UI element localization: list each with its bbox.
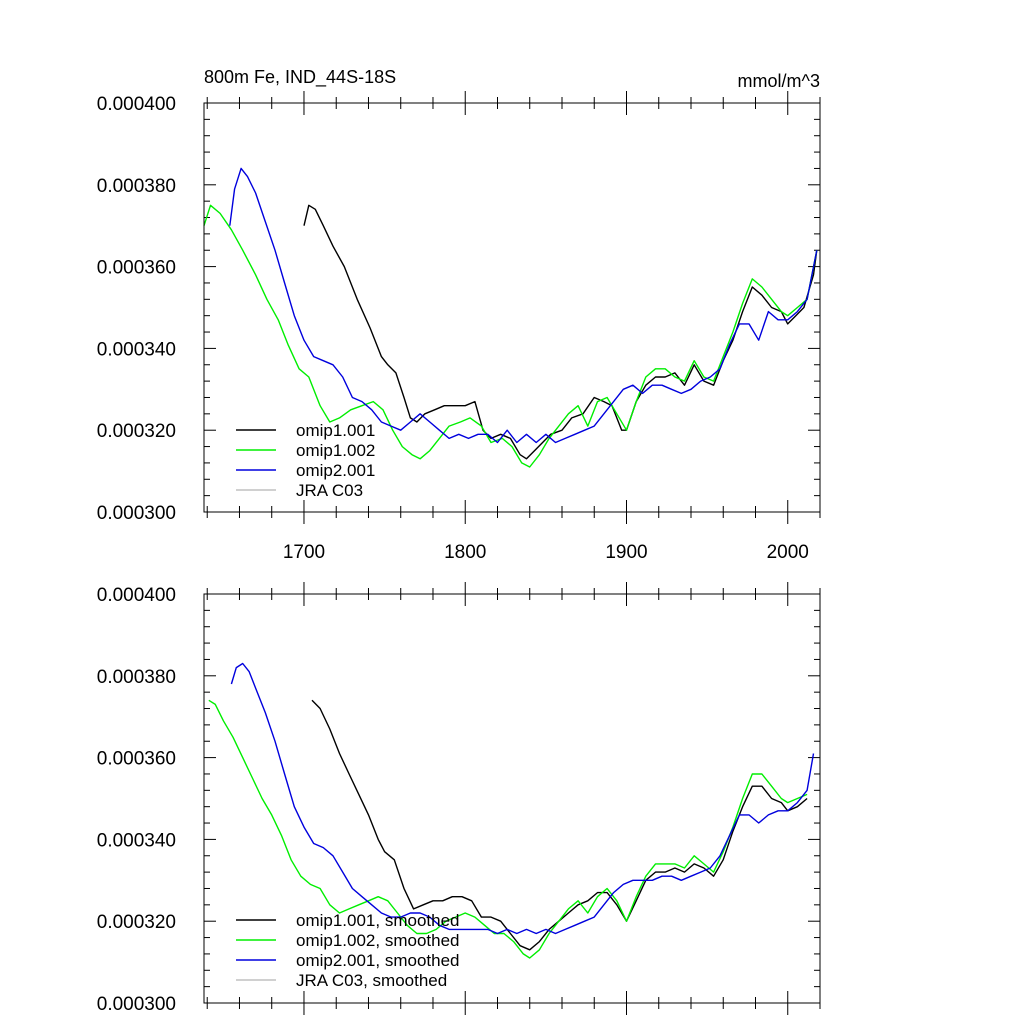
- y-tick-label: 0.000320: [97, 421, 176, 442]
- y-tick-label: 0.000340: [97, 339, 176, 360]
- x-tick-label: 1800: [444, 542, 486, 563]
- legend-label: omip1.001: [296, 421, 375, 440]
- legend-label: omip1.002: [296, 441, 375, 460]
- y-tick-label: 0.000300: [97, 994, 176, 1015]
- units-label: mmol/m^3: [738, 71, 820, 91]
- y-tick-label: 0.000400: [97, 585, 176, 606]
- y-tick-label: 0.000380: [97, 176, 176, 197]
- x-tick-label: 1700: [283, 542, 325, 563]
- y-tick-label: 0.000360: [97, 258, 176, 279]
- y-tick-label: 0.000300: [97, 503, 176, 524]
- y-tick-label: 0.000340: [97, 830, 176, 851]
- legend-label: omip2.001, smoothed: [296, 951, 460, 970]
- legend-label: omip1.001, smoothed: [296, 911, 460, 930]
- bottom-panel: 0.000300 0.000320 0.000340 0.000360 0.000380…: [97, 582, 821, 1015]
- top-panel: 0.000300 0.000320 0.000340 0.000360 0.000380…: [97, 91, 821, 563]
- legend-label: omip1.002, smoothed: [296, 931, 460, 950]
- chart-title: 800m Fe, IND_44S-18S: [204, 67, 396, 88]
- legend-label: JRA C03, smoothed: [296, 971, 447, 990]
- y-tick-label: 0.000380: [97, 667, 176, 688]
- plot-frame: [203, 593, 821, 1004]
- x-tick-label: 2000: [767, 542, 809, 563]
- y-tick-label: 0.000400: [97, 94, 176, 115]
- legend-label: omip2.001: [296, 461, 375, 480]
- series-line-omip2-001: [229, 167, 818, 444]
- y-tick-label: 0.000320: [97, 912, 176, 933]
- legend-label: JRA C03: [296, 481, 363, 500]
- y-tick-label: 0.000360: [97, 749, 176, 770]
- x-tick-label: 1900: [605, 542, 647, 563]
- plot-frame: [203, 102, 821, 513]
- series-line-omip2-001: [230, 662, 815, 935]
- series-line-omip1-002: [203, 204, 818, 468]
